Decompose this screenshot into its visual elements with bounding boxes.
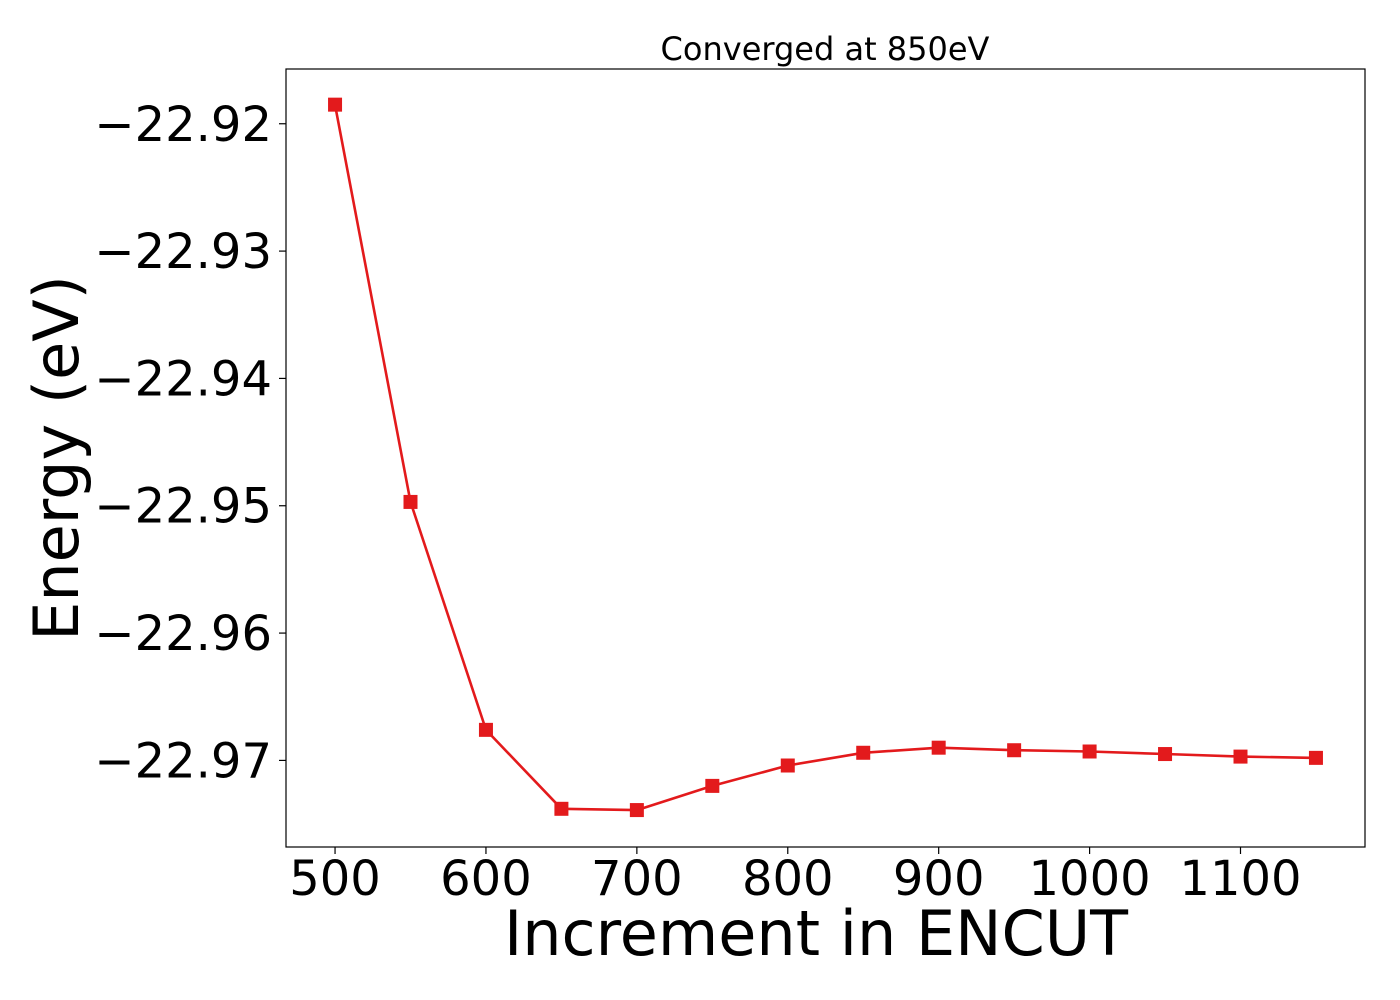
y-axis-label: Energy (eV) bbox=[20, 275, 93, 641]
data-point bbox=[478, 722, 493, 737]
data-point bbox=[931, 740, 946, 755]
series-line bbox=[333, 104, 1317, 812]
data-point bbox=[1158, 747, 1173, 762]
data-point bbox=[554, 801, 569, 816]
data-point bbox=[629, 803, 644, 818]
x-tick-label: 1000 bbox=[1029, 851, 1151, 907]
series-layer bbox=[328, 97, 1323, 818]
y-tick-label: −22.92 bbox=[94, 97, 272, 153]
x-tick-label: 900 bbox=[893, 851, 985, 907]
data-point bbox=[1308, 750, 1323, 765]
x-tick-label: 500 bbox=[289, 851, 381, 907]
data-point bbox=[1082, 744, 1097, 759]
y-tick-label: −22.96 bbox=[94, 606, 272, 662]
data-point bbox=[403, 494, 418, 509]
y-axis-ticks: −22.92 −22.93 −22.94 −22.95 −22.96 −22.97 bbox=[94, 97, 286, 789]
y-tick-label: −22.97 bbox=[94, 733, 272, 789]
x-axis-label: Increment in ENCUT bbox=[504, 897, 1129, 970]
data-point bbox=[1007, 743, 1022, 758]
data-point bbox=[328, 97, 343, 112]
x-tick-label: 800 bbox=[742, 851, 834, 907]
plot-area bbox=[285, 68, 1366, 848]
y-tick-label: −22.93 bbox=[94, 224, 272, 280]
x-tick-label: 1100 bbox=[1179, 851, 1301, 907]
data-point bbox=[780, 758, 795, 773]
data-point bbox=[856, 745, 871, 760]
chart-title: Converged at 850eV bbox=[661, 30, 990, 68]
y-tick-label: −22.94 bbox=[94, 351, 272, 407]
x-tick-label: 600 bbox=[440, 851, 532, 907]
data-point bbox=[705, 778, 720, 793]
y-tick-label: −22.95 bbox=[94, 479, 272, 535]
x-axis-ticks: 500 600 700 800 900 1000 1100 bbox=[289, 847, 1302, 907]
x-tick-label: 700 bbox=[591, 851, 683, 907]
data-point bbox=[1233, 749, 1248, 764]
